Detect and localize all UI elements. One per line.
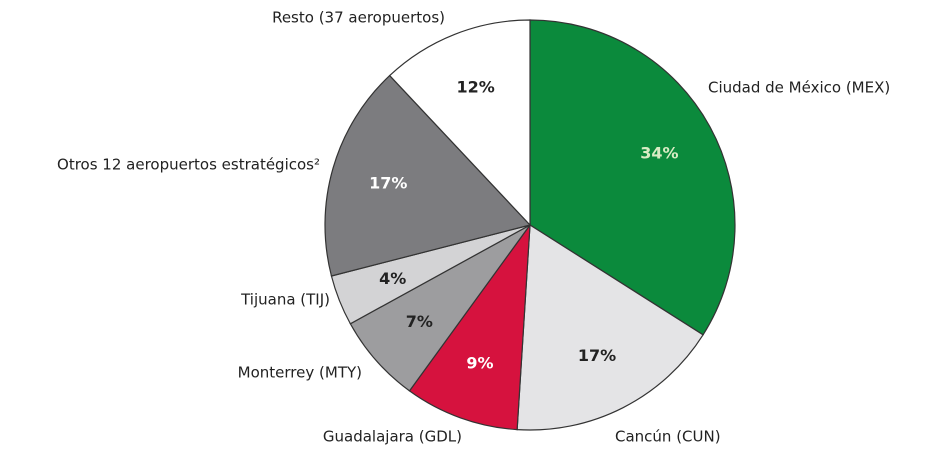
slice-category-label: Monterrey (MTY) [238,364,362,382]
pie-slice [529,19,736,336]
slice-value-label: 17% [369,173,407,192]
slice-category-label: Cancún (CUN) [615,428,721,446]
slice-category-label: Resto (37 aeropuertos) [272,9,445,27]
pie-slice [388,19,531,227]
slice-value-label: 4% [379,269,406,288]
slice-value-label: 12% [457,77,495,96]
pie-slice [516,223,704,431]
slice-value-label: 17% [578,346,616,365]
slice-category-label: Guadalajara (GDL) [323,428,462,446]
slice-value-label: 7% [406,312,433,331]
slice-category-label: Tijuana (TIJ) [240,291,330,309]
pie-slice [408,222,531,431]
slice-category-label: Ciudad de México (MEX) [708,79,890,97]
slice-category-label: Otros 12 aeropuertos estratégicos² [57,156,320,174]
pie-slice [324,74,532,277]
slice-value-label: 9% [466,353,493,372]
slice-value-label: 34% [640,143,678,162]
